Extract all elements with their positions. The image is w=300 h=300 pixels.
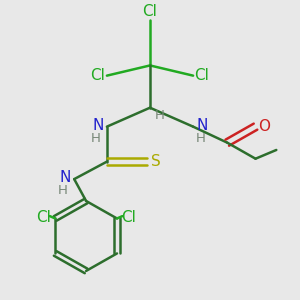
Text: Cl: Cl bbox=[36, 209, 51, 224]
Text: Cl: Cl bbox=[122, 209, 136, 224]
Text: Cl: Cl bbox=[91, 68, 105, 83]
Text: N: N bbox=[93, 118, 104, 133]
Text: H: H bbox=[91, 133, 100, 146]
Text: O: O bbox=[259, 119, 271, 134]
Text: Cl: Cl bbox=[195, 68, 209, 83]
Text: H: H bbox=[58, 184, 68, 197]
Text: N: N bbox=[60, 170, 71, 185]
Text: H: H bbox=[196, 133, 206, 146]
Text: N: N bbox=[196, 118, 207, 133]
Text: S: S bbox=[151, 154, 160, 169]
Text: Cl: Cl bbox=[142, 4, 158, 19]
Text: H: H bbox=[154, 109, 164, 122]
